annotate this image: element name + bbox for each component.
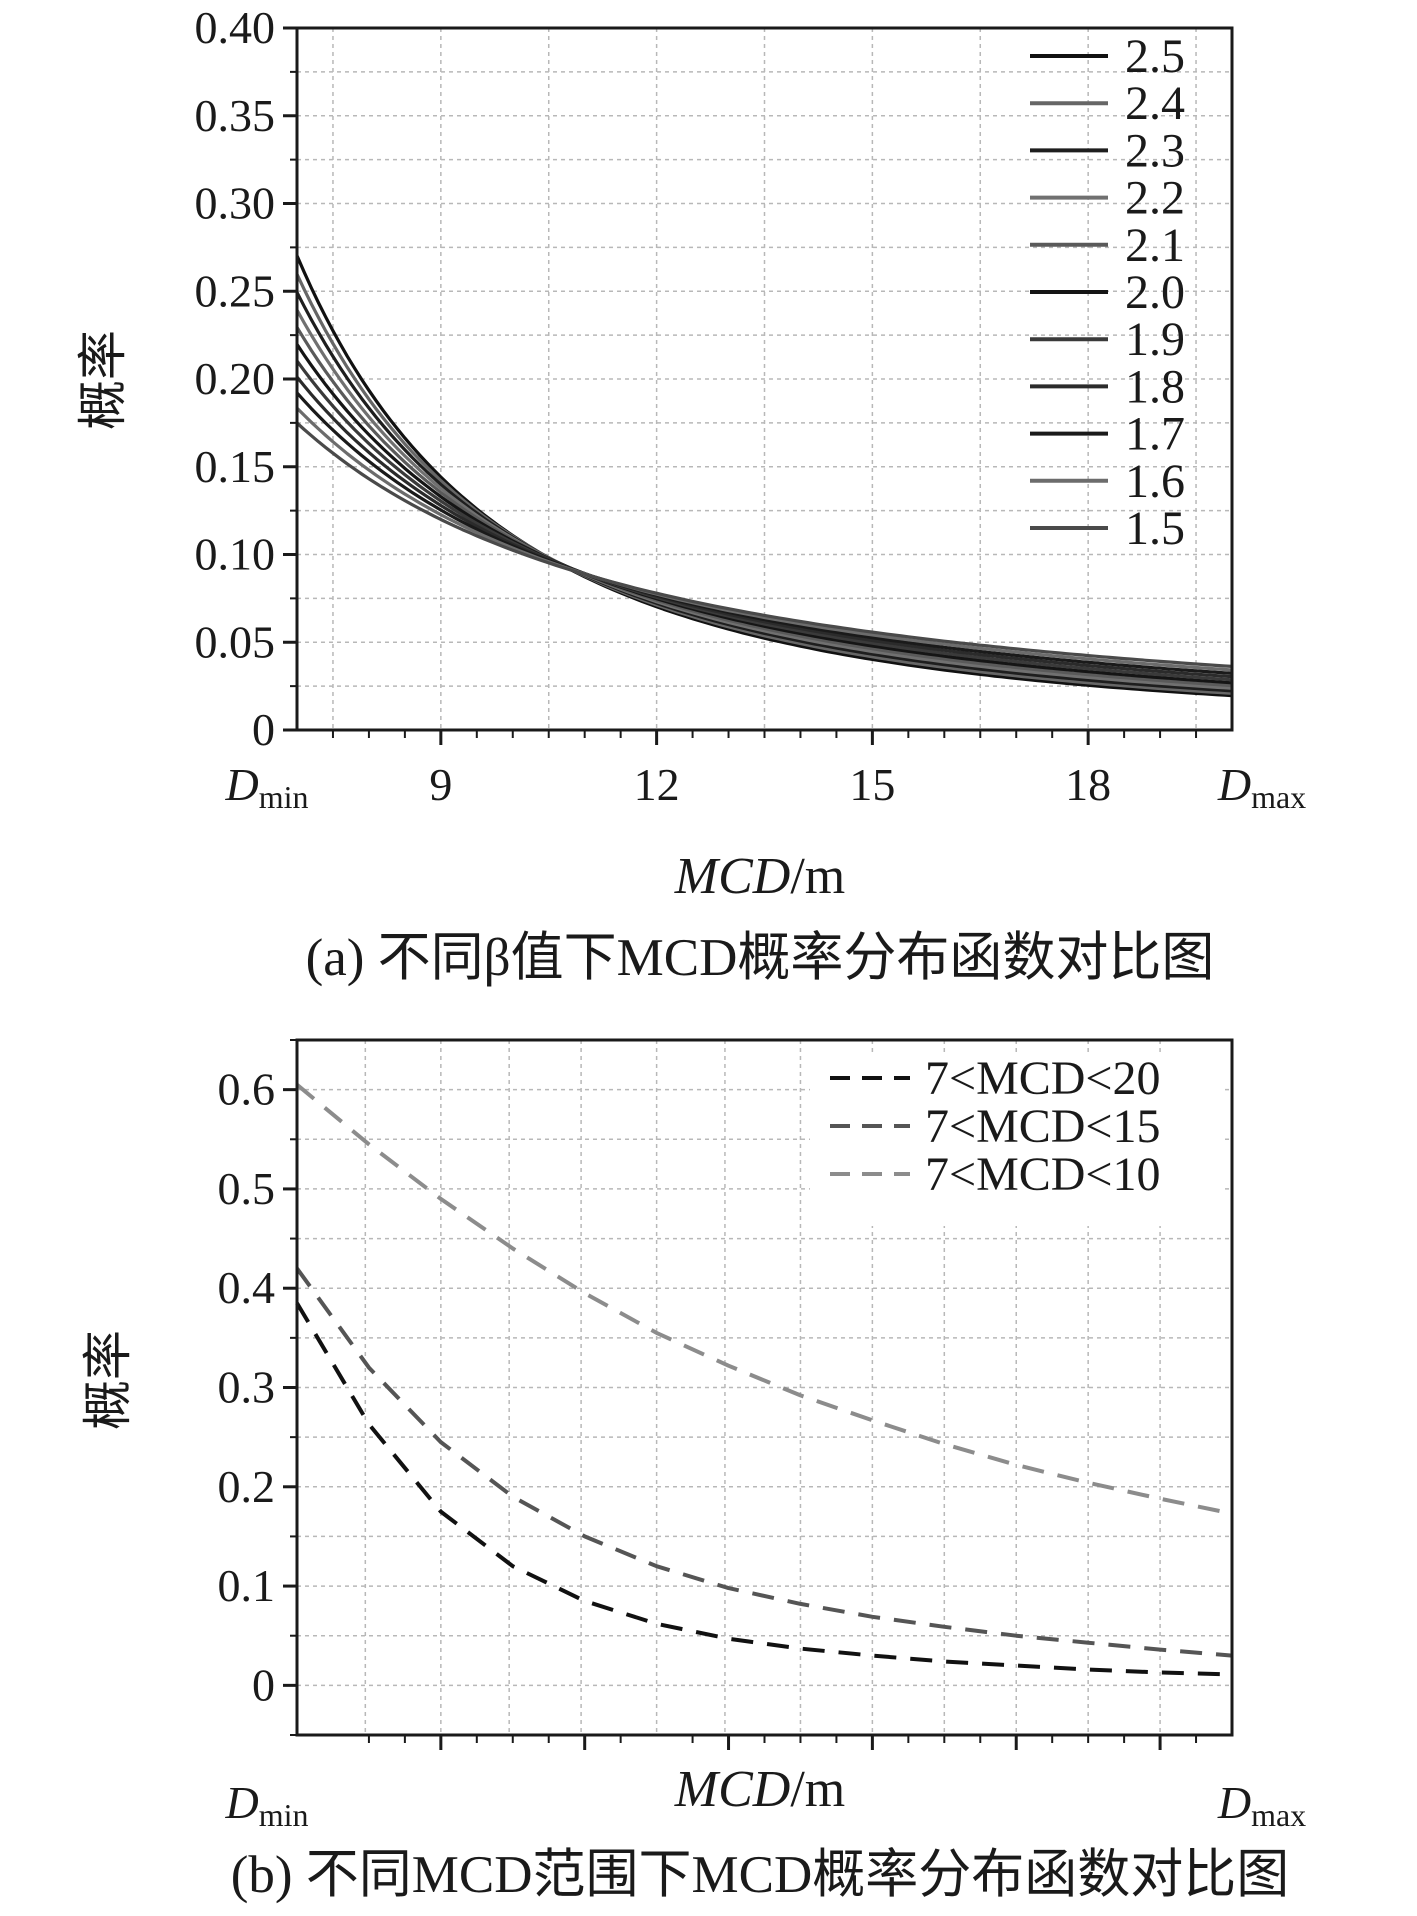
legend-label: 1.6: [1125, 455, 1185, 508]
series-line-2.2: [295, 309, 1233, 690]
x-tick-label-subscript: min: [259, 779, 309, 815]
x-tick-label-letter: D: [224, 759, 258, 810]
y-tick-label: 0.3: [218, 1362, 276, 1413]
y-tick-label: 0.35: [195, 90, 276, 141]
y-tick-label: 0.15: [195, 441, 276, 492]
x-tick-label: 12: [634, 759, 680, 810]
series-line-1.5: [295, 421, 1233, 668]
y-tick-label: 0.10: [195, 529, 276, 580]
x-tick-label-max: Dmax: [1217, 759, 1306, 815]
series-group-b: [295, 1083, 1233, 1677]
x-tick-label: 9: [429, 759, 452, 810]
series-line-2.1: [295, 326, 1233, 688]
legend-label: 2.2: [1125, 172, 1185, 225]
series-group-a: [295, 255, 1233, 698]
chart-panel-a: 0 0.05 0.10 0.15 0.20 0.25 0.30 0.35 0.40 Dmin 9 12…: [75, 2, 1306, 987]
x-tick-label: 15: [849, 759, 895, 810]
x-tick-label-min: Dmin: [224, 1777, 308, 1833]
x-tick-label-subscript: min: [259, 1797, 309, 1833]
legend-label: 1.8: [1125, 360, 1185, 413]
legend-label: 2.0: [1125, 266, 1185, 319]
y-tick-label: 0: [252, 704, 275, 755]
x-axis-label-b-italic: MCD: [674, 1761, 791, 1818]
legend-label: 2.5: [1125, 30, 1185, 83]
legend-label: 2.1: [1125, 219, 1185, 272]
series-line-2.5: [295, 255, 1233, 698]
x-tick-label-max: Dmax: [1217, 1777, 1306, 1833]
x-tick-label-subscript: max: [1251, 779, 1306, 815]
x-tick-label-letter: D: [1217, 759, 1251, 810]
x-axis-label-a: MCD/m: [674, 848, 845, 905]
legend-label: 1.7: [1125, 408, 1185, 461]
y-tick-label: 0.2: [218, 1461, 276, 1512]
y-tick-label: 0.40: [195, 2, 276, 53]
y-tick-label: 0.30: [195, 178, 276, 229]
legend-label: 1.5: [1125, 502, 1185, 555]
y-axis-label-b: 概率: [80, 1330, 136, 1430]
x-tick-label-letter: D: [224, 1777, 258, 1828]
caption-b: (b) 不同MCD范围下MCD概率分布函数对比图: [231, 1846, 1290, 1904]
series-line-1.9: [295, 359, 1233, 682]
series-line-7-MCD-10: [295, 1083, 1233, 1516]
series-line-7-MCD-15: [295, 1267, 1233, 1658]
y-tick-label: 0.5: [218, 1163, 276, 1214]
legend-b: 7<MCD<207<MCD<157<MCD<10: [810, 1052, 1222, 1226]
y-tick-label: 0: [252, 1659, 275, 1710]
series-line-2.3: [295, 291, 1233, 693]
x-axis-label-a-italic: MCD: [674, 848, 791, 905]
x-tick-label-subscript: max: [1251, 1797, 1306, 1833]
legend-label: 1.9: [1125, 313, 1185, 366]
y-tick-label: 0.25: [195, 265, 276, 316]
legend-label: 7<MCD<10: [925, 1148, 1161, 1201]
series-line-2.0: [295, 343, 1233, 685]
x-axis-label-b: MCD/m: [674, 1761, 845, 1818]
series-line-2.4: [295, 273, 1233, 695]
series-line-1.7: [295, 391, 1233, 675]
x-tick-label-letter: D: [1217, 1777, 1251, 1828]
y-tick-label: 0.6: [218, 1064, 276, 1115]
series-line-1.6: [295, 406, 1233, 672]
series-line-7-MCD-20: [295, 1302, 1233, 1677]
ticks-a: 0 0.05 0.10 0.15 0.20 0.25 0.30 0.35 0.40 Dmin 9 12…: [195, 2, 1307, 815]
x-axis-label-b-unit: /m: [790, 1761, 845, 1818]
y-tick-label: 0.20: [195, 353, 276, 404]
legend-a: 2.52.42.32.22.12.01.91.81.71.61.5: [1030, 30, 1185, 555]
legend-label: 2.3: [1125, 124, 1185, 177]
x-axis-label-a-unit: /m: [790, 848, 845, 905]
legend-label: 2.4: [1125, 77, 1185, 130]
x-tick-label-min: Dmin: [224, 759, 308, 815]
series-line-1.8: [295, 375, 1233, 679]
legend-label: 7<MCD<20: [925, 1052, 1161, 1105]
x-tick-label: 18: [1065, 759, 1111, 810]
legend-background: [810, 1052, 1222, 1226]
y-axis-label-a: 概率: [75, 330, 131, 430]
y-tick-label: 0.1: [218, 1560, 276, 1611]
legend-label: 7<MCD<15: [925, 1100, 1161, 1153]
caption-a: (a) 不同β值下MCD概率分布函数对比图: [306, 929, 1215, 987]
y-tick-label: 0.05: [195, 616, 276, 667]
y-tick-label: 0.4: [218, 1262, 276, 1313]
